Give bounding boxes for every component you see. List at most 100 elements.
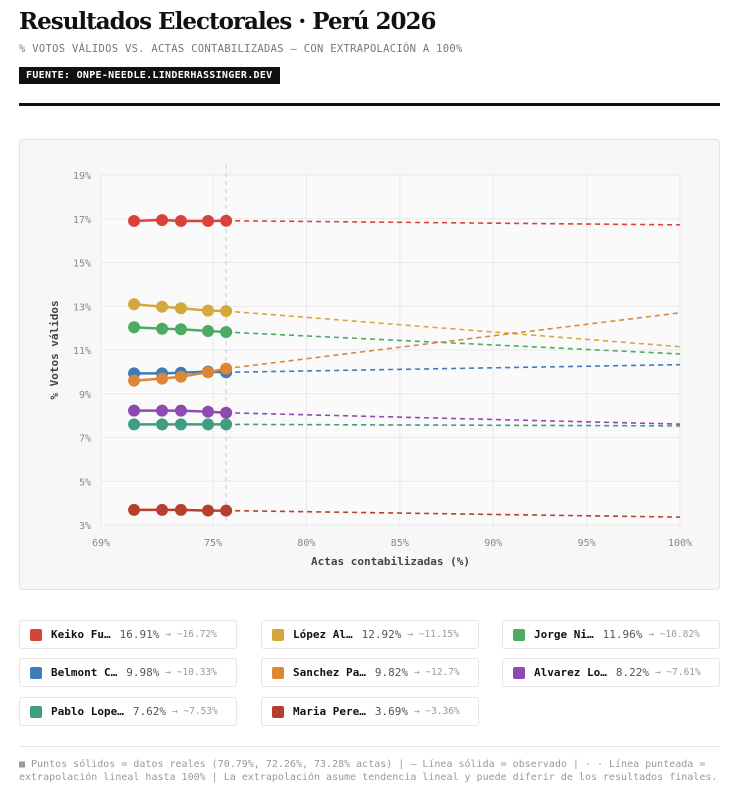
data-point bbox=[128, 404, 141, 417]
current-percent: 3.69% bbox=[374, 705, 408, 718]
data-point bbox=[174, 370, 187, 383]
data-point bbox=[202, 214, 215, 227]
y-tick-label: 7% bbox=[79, 434, 91, 445]
page-title: Resultados Electorales · Perú 2026 bbox=[19, 8, 436, 35]
data-point bbox=[220, 418, 233, 431]
y-tick-label: 17% bbox=[73, 215, 91, 226]
extrapolation-line bbox=[226, 310, 681, 348]
legend-item[interactable]: Pablo Lope… 7.62% → ~7.53% bbox=[19, 697, 237, 726]
candidate-name: Keiko Fu… bbox=[51, 628, 111, 641]
legend-item[interactable]: Belmont C… 9.98% → ~10.33% bbox=[19, 658, 237, 687]
legend-item[interactable]: Maria Pere… 3.69% → ~3.36% bbox=[261, 697, 479, 726]
projected-percent: → ~10.82% bbox=[648, 629, 700, 640]
y-tick-label: 13% bbox=[73, 302, 91, 313]
y-tick-label: 15% bbox=[73, 259, 91, 270]
legend-item[interactable]: Sanchez Pa… 9.82% → ~12.7% bbox=[261, 658, 479, 687]
legend-item[interactable]: López Al… 12.92% → ~11.15% bbox=[261, 620, 479, 649]
color-swatch bbox=[513, 628, 525, 641]
candidate-name: López Al… bbox=[293, 628, 353, 641]
current-percent: 12.92% bbox=[361, 628, 402, 641]
projected-percent: → ~7.61% bbox=[654, 667, 701, 678]
data-point bbox=[202, 405, 215, 418]
candidate-name: Alvarez Lo… bbox=[534, 666, 607, 679]
data-point bbox=[174, 404, 187, 417]
y-tick-label: 3% bbox=[79, 521, 91, 532]
legend-item[interactable]: Alvarez Lo… 8.22% → ~7.61% bbox=[502, 658, 720, 687]
data-point bbox=[202, 324, 215, 337]
page-subtitle: % VOTOS VÁLIDOS VS. ACTAS CONTABILIZADAS… bbox=[19, 43, 463, 55]
data-point bbox=[128, 374, 141, 387]
projected-percent: → ~3.36% bbox=[413, 706, 460, 717]
candidate-name: Jorge Ni… bbox=[534, 628, 594, 641]
x-tick-label: 69% bbox=[92, 538, 110, 549]
data-point bbox=[128, 298, 141, 311]
color-swatch bbox=[513, 666, 525, 679]
data-point bbox=[156, 503, 169, 516]
data-point bbox=[128, 503, 141, 516]
projected-percent: → ~16.72% bbox=[165, 629, 217, 640]
color-swatch bbox=[272, 628, 284, 641]
data-point bbox=[128, 418, 141, 431]
data-point bbox=[156, 418, 169, 431]
data-point bbox=[202, 304, 215, 317]
extrapolation-line bbox=[226, 423, 681, 427]
projected-percent: → ~11.15% bbox=[407, 629, 459, 640]
data-point bbox=[202, 504, 215, 517]
candidate-name: Pablo Lope… bbox=[51, 705, 124, 718]
chart: 3% 5% 7% 9% 11% 13% 15% 17% 19% 69% 75% 80% 85% 90% 95… bbox=[48, 165, 692, 568]
data-point bbox=[202, 366, 215, 379]
data-point bbox=[174, 323, 187, 336]
current-percent: 9.98% bbox=[126, 666, 160, 679]
color-swatch bbox=[30, 666, 42, 679]
data-point bbox=[220, 326, 233, 339]
data-point bbox=[156, 372, 169, 385]
data-point bbox=[174, 302, 187, 315]
data-point bbox=[174, 418, 187, 431]
data-point bbox=[220, 214, 233, 227]
projected-percent: → ~10.33% bbox=[165, 667, 217, 678]
color-swatch bbox=[272, 705, 284, 718]
candidate-name: Belmont C… bbox=[51, 666, 118, 679]
current-percent: 8.22% bbox=[615, 666, 649, 679]
x-tick-label: 100% bbox=[668, 538, 692, 549]
data-point bbox=[128, 214, 141, 227]
footer-note: ■ Puntos sólidos = datos reales (70.79%,… bbox=[19, 759, 718, 783]
data-point bbox=[156, 404, 169, 417]
current-percent: 11.96% bbox=[602, 628, 643, 641]
x-tick-label: 75% bbox=[204, 538, 222, 549]
y-tick-label: 5% bbox=[79, 477, 91, 488]
extrapolation-line bbox=[226, 509, 681, 518]
current-percent: 7.62% bbox=[132, 705, 166, 718]
extrapolation-line bbox=[226, 312, 681, 370]
projected-percent: → ~7.53% bbox=[171, 706, 218, 717]
y-tick-label: 11% bbox=[73, 346, 91, 357]
extrapolation-line bbox=[226, 219, 681, 226]
data-point bbox=[220, 362, 233, 375]
header-rule bbox=[19, 103, 720, 106]
data-point bbox=[128, 321, 141, 334]
source-badge[interactable]: FUENTE: ONPE-NEEDLE.LINDERHASSINGER.DEV bbox=[19, 67, 280, 84]
x-tick-label: 90% bbox=[484, 538, 502, 549]
legend-item[interactable]: Keiko Fu… 16.91% → ~16.72% bbox=[19, 620, 237, 649]
y-tick-label: 19% bbox=[73, 171, 91, 182]
candidate-name: Maria Pere… bbox=[293, 705, 366, 718]
extrapolation-line bbox=[226, 411, 681, 425]
data-point bbox=[156, 214, 169, 227]
data-point bbox=[156, 322, 169, 335]
candidate-name: Sanchez Pa… bbox=[293, 666, 366, 679]
current-percent: 16.91% bbox=[119, 628, 160, 641]
legend-item[interactable]: Jorge Ni… 11.96% → ~10.82% bbox=[502, 620, 720, 649]
color-swatch bbox=[30, 705, 42, 718]
color-swatch bbox=[30, 628, 42, 641]
data-point bbox=[220, 406, 233, 419]
data-point bbox=[156, 300, 169, 313]
y-tick-label: 9% bbox=[79, 390, 91, 401]
data-point bbox=[220, 305, 233, 318]
data-point bbox=[220, 504, 233, 517]
extrapolation-line bbox=[226, 363, 681, 374]
color-swatch bbox=[272, 666, 284, 679]
x-tick-label: 80% bbox=[297, 538, 315, 549]
data-point bbox=[174, 503, 187, 516]
footer-divider bbox=[19, 746, 720, 747]
projected-percent: → ~12.7% bbox=[413, 667, 460, 678]
